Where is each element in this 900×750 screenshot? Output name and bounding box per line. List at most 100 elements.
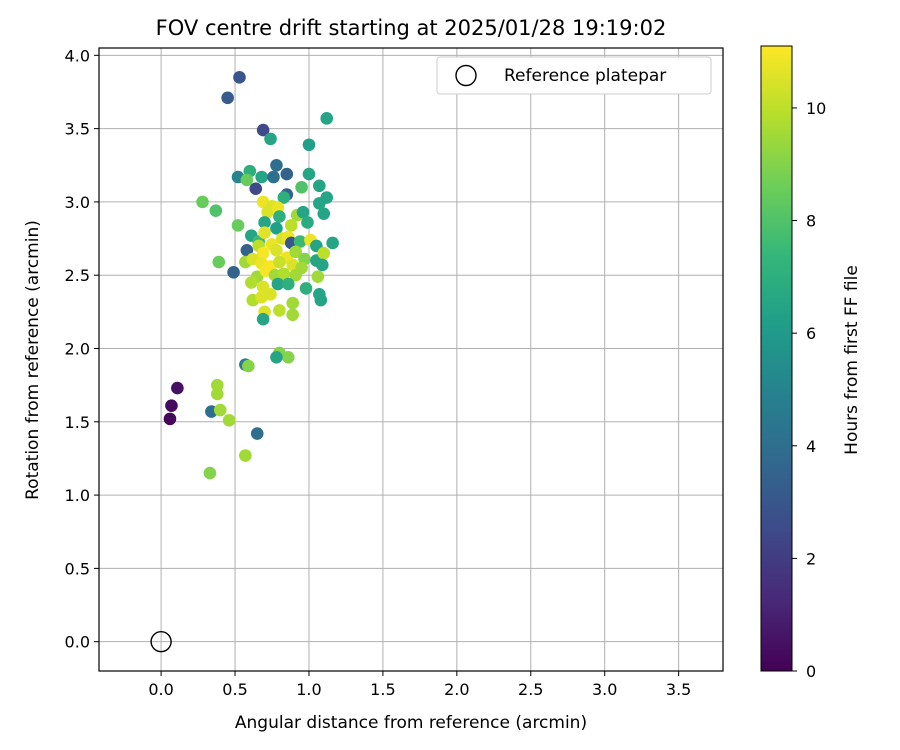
legend: Reference platepar [436,56,712,95]
colorbar-gradient [760,45,793,672]
colorbar-tick-label: 6 [806,324,816,343]
data-point [203,466,217,480]
data-point [320,112,334,125]
data-point [311,270,325,283]
data-point [165,399,178,412]
data-point [270,222,283,235]
reference-marker [150,630,172,653]
data-point [264,132,277,146]
data-point [273,304,286,317]
y-axis-ticks: 0.0 0.5 1.0 1.5 2.0 2.5 3.0 3.5 4.0 [65,46,99,652]
data-point [256,246,270,260]
data-point [227,265,240,279]
colorbar-tick-label: 10 [806,99,826,118]
data-point [313,179,326,193]
data-point [289,245,302,259]
data-point [256,123,270,137]
data-point [315,258,329,272]
data-point [210,378,224,392]
plot-frame [98,47,724,672]
data-point [295,180,308,194]
x-tick-label: 0.0 [148,680,173,699]
colorbar-ticks: 0 2 4 6 8 10 [792,99,826,681]
data-point [273,255,286,269]
data-point [221,91,234,105]
x-tick-label: 3.5 [666,680,691,699]
grid-lines [99,48,723,671]
colorbar-tick-label: 8 [806,212,816,231]
data-point [314,293,328,307]
legend-reference-marker [455,64,477,87]
plot-area [98,47,724,672]
plot-background [99,48,723,671]
reference-platepar-point [150,630,172,653]
data-point [326,236,339,250]
data-point [231,219,245,232]
x-axis-label: Angular distance from reference (arcmin) [235,713,587,733]
y-tick-label: 1.0 [65,486,90,505]
data-point [289,268,302,282]
data-point [284,219,298,232]
y-tick-label: 0.5 [65,559,90,578]
data-point [258,226,271,240]
data-point [273,210,286,223]
data-point [281,351,295,364]
y-tick-label: 2.0 [65,340,90,359]
data-point [313,197,326,210]
data-point [277,267,291,281]
data-point [250,427,264,440]
data-point [296,205,310,219]
data-point [171,381,184,395]
legend-entry-reference-platepar: Reference platepar [504,66,666,86]
data-point [301,216,314,229]
colorbar-tick-label: 2 [806,549,816,568]
data-point [239,449,252,462]
y-tick-label: 3.0 [65,193,90,212]
data-point [317,207,331,220]
data-point [233,71,246,84]
data-point [213,403,227,417]
data-point [209,204,223,218]
x-tick-label: 3.0 [592,680,617,699]
data-point [242,359,255,373]
data-point [256,312,270,326]
data-point [261,205,274,219]
x-tick-label: 2.0 [444,680,469,699]
y-tick-label: 3.5 [65,120,90,139]
x-tick-label: 1.5 [370,680,395,699]
data-point [196,195,209,209]
colorbar-tick-label: 4 [806,437,816,456]
x-tick-label: 1.0 [296,680,321,699]
data-point [280,167,294,181]
data-point [210,387,224,401]
data-point [258,216,271,229]
data-point [302,138,316,152]
x-axis-ticks: 0.0 0.5 1.0 1.5 2.0 2.5 3.0 3.5 [148,671,691,699]
data-point [264,287,277,301]
data-point [222,414,236,427]
data-point [163,412,177,426]
data-point [293,235,307,248]
data-point [286,296,300,310]
data-point [281,277,295,291]
y-axis-label: Rotation from reference (arcmin) [23,220,43,500]
data-point [255,170,268,184]
data-point [270,351,283,364]
data-points [163,71,339,480]
x-tick-label: 2.5 [518,680,543,699]
data-point [267,170,280,184]
y-tick-label: 1.5 [65,413,90,432]
data-point [270,243,283,257]
y-tick-label: 2.5 [65,266,90,285]
legend-box [436,56,712,95]
y-tick-label: 0.0 [65,633,90,652]
colorbar-tick-label: 0 [806,662,816,681]
x-tick-label: 0.5 [222,680,247,699]
data-point [240,173,254,187]
chart-title: FOV centre drift starting at 2025/01/28 … [156,16,667,40]
data-point [302,167,316,181]
data-point [317,246,331,260]
colorbar: 0 2 4 6 8 10 Hours from first FF file [760,45,862,681]
data-point [286,308,300,322]
